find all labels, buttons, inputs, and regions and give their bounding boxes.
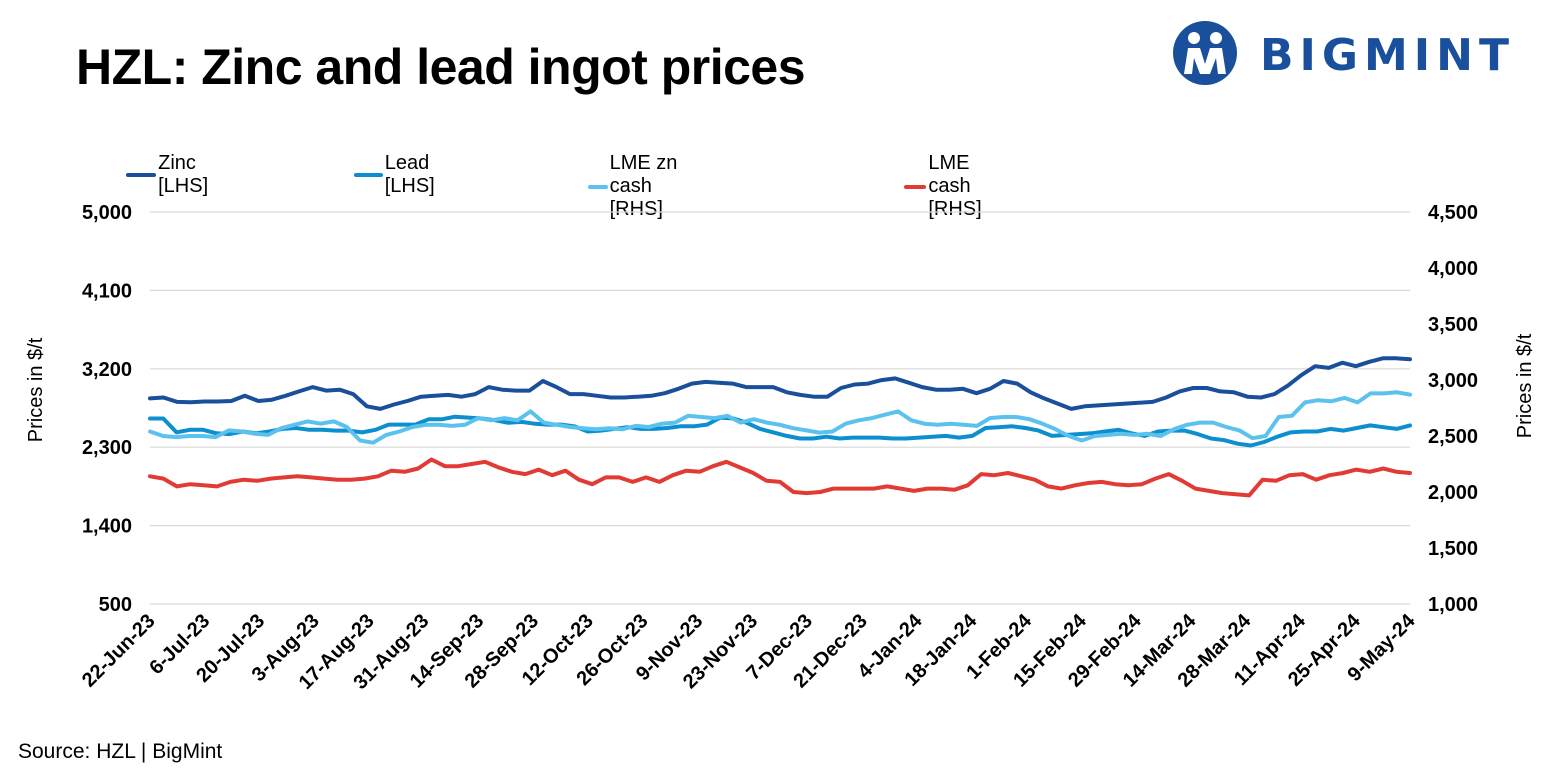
legend-swatch-lead [354,173,383,177]
y-tick-right-label: 2,000 [1428,482,1478,504]
y-tick-right-label: 1,500 [1428,538,1478,560]
y-tick-right-label: 4,500 [1428,202,1478,224]
y-tick-left-label: 4,100 [82,280,132,302]
series-line-lme-cash-rhs [148,457,1412,498]
y-tick-left-label: 3,200 [82,359,132,381]
y-tick-right-label: 3,000 [1428,370,1478,392]
series-line-lme-zn-cash-rhs [148,390,1412,445]
source-note: Source: HZL | BigMint [18,740,223,763]
y-tick-left-label: 2,300 [82,437,132,459]
y-axis-left-title: Prices in $/t [25,337,47,442]
legend-label-lme-zn-cash: LME zn cash [RHS] [609,152,678,220]
legend-label-lead: Lead [LHS] [384,152,435,197]
y-tick-right-label: 1,000 [1428,594,1478,616]
y-tick-right-label: 4,000 [1428,258,1478,280]
y-tick-right-label: 3,500 [1428,314,1478,336]
brand-logo: BIGMINT [1170,20,1530,86]
page-title: HZL: Zinc and lead ingot prices [76,39,806,95]
y-axis-right-title: Prices in $/t [1514,333,1536,438]
legend-item-lme-cash: LME cash [RHS] [904,152,1003,221]
x-tick-label: 22-Jun-23 [78,610,160,692]
legend-item-zinc: Zinc [LHS] [126,152,222,198]
y-tick-left-label: 1,400 [82,516,132,538]
legend-swatch-lme-cash [904,184,927,189]
bigmint-people-icon [1173,21,1237,85]
legend-label-lme-cash: LME cash [RHS] [928,152,982,220]
legend-item-lead: Lead [LHS] [354,152,450,198]
brand-name: BIGMINT [1260,30,1516,81]
series-line-lead-lhs [148,414,1412,448]
y-tick-left-label: 5,000 [82,202,132,224]
series-line-zinc-lhs [148,356,1412,411]
legend-item-lme-zn-cash: LME zn cash [RHS] [588,152,687,221]
legend-swatch-zinc [126,173,157,177]
y-tick-left-label: 500 [99,594,132,616]
y-tick-right-label: 2,500 [1428,426,1478,448]
legend-swatch-lme-zn-cash [588,184,608,189]
legend-label-zinc: Zinc [LHS] [158,152,209,197]
